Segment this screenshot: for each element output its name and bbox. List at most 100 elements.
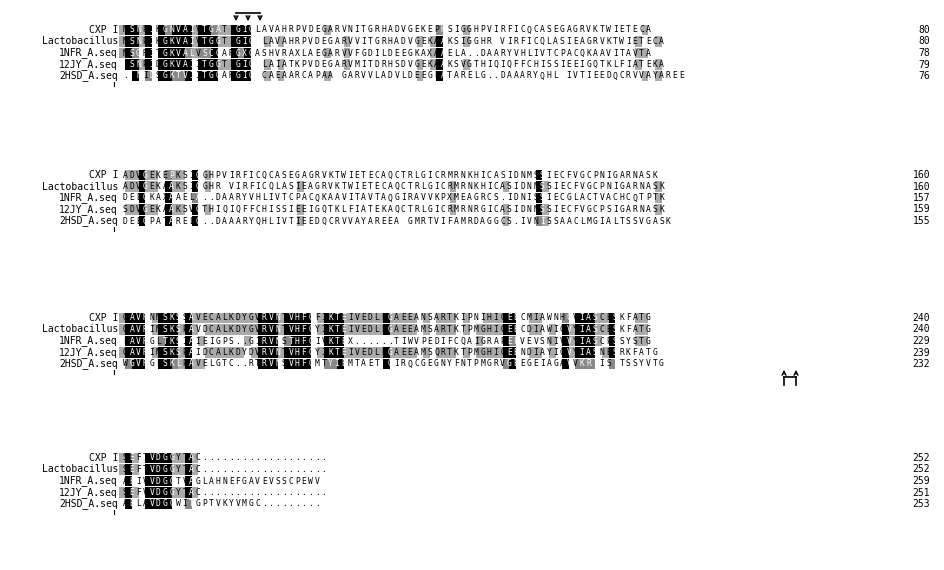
Text: I: I — [195, 60, 200, 69]
Text: R: R — [460, 205, 464, 214]
Text: G: G — [651, 348, 657, 357]
Text: K: K — [447, 60, 451, 69]
Text: C: C — [532, 26, 538, 35]
Text: Y: Y — [176, 488, 180, 497]
Text: W: W — [176, 499, 180, 508]
FancyBboxPatch shape — [410, 324, 416, 335]
Text: E: E — [413, 26, 418, 35]
FancyBboxPatch shape — [496, 324, 502, 335]
Text: P: P — [380, 348, 385, 357]
Text: P: P — [314, 71, 319, 80]
FancyBboxPatch shape — [132, 170, 139, 180]
Text: G: G — [248, 499, 253, 508]
Text: T: T — [374, 360, 379, 368]
Text: T: T — [341, 182, 346, 191]
FancyBboxPatch shape — [496, 347, 502, 358]
FancyBboxPatch shape — [482, 347, 489, 358]
Text: H: H — [209, 170, 213, 180]
Text: V: V — [420, 193, 425, 202]
Text: D: D — [123, 193, 127, 202]
Text: A: A — [228, 217, 233, 226]
Text: R: R — [473, 205, 478, 214]
Text: A: A — [222, 217, 227, 226]
Text: E: E — [427, 360, 431, 368]
Text: V: V — [565, 348, 571, 357]
FancyBboxPatch shape — [178, 324, 185, 335]
Text: I: I — [295, 217, 299, 226]
FancyBboxPatch shape — [463, 25, 469, 35]
Text: G: G — [367, 26, 372, 35]
Text: G: G — [235, 26, 240, 35]
Text: E: E — [202, 360, 207, 368]
Text: G: G — [195, 170, 200, 180]
Text: C: C — [380, 182, 385, 191]
Text: L: L — [275, 182, 279, 191]
Text: 239: 239 — [911, 348, 929, 357]
FancyBboxPatch shape — [449, 204, 456, 215]
Text: S: S — [182, 314, 187, 323]
Text: K: K — [169, 48, 174, 58]
Text: I: I — [228, 170, 233, 180]
Text: Y: Y — [572, 336, 578, 345]
Text: G: G — [328, 37, 332, 46]
FancyBboxPatch shape — [436, 347, 443, 358]
Text: D: D — [202, 325, 207, 334]
Text: .: . — [235, 465, 240, 474]
Text: R: R — [407, 170, 412, 180]
Text: G: G — [618, 182, 624, 191]
Text: A: A — [169, 217, 174, 226]
Text: A: A — [592, 48, 598, 58]
FancyBboxPatch shape — [634, 48, 641, 58]
Text: .: . — [288, 454, 293, 462]
Text: I: I — [625, 37, 631, 46]
Text: A: A — [328, 48, 332, 58]
Text: A: A — [539, 325, 545, 334]
Text: G: G — [572, 26, 578, 35]
FancyBboxPatch shape — [271, 347, 278, 358]
Text: E: E — [400, 348, 405, 357]
Text: V: V — [328, 182, 332, 191]
FancyBboxPatch shape — [231, 36, 238, 47]
FancyBboxPatch shape — [317, 324, 324, 335]
Text: C: C — [288, 193, 293, 202]
Text: L: L — [420, 182, 425, 191]
Text: A: A — [222, 71, 227, 80]
Text: X: X — [447, 193, 451, 202]
Text: Q: Q — [387, 193, 392, 202]
Text: P: P — [466, 348, 471, 357]
FancyBboxPatch shape — [159, 59, 165, 70]
Text: M: M — [447, 170, 451, 180]
FancyBboxPatch shape — [165, 216, 172, 226]
Text: I: I — [579, 314, 584, 323]
Text: .: . — [486, 71, 491, 80]
Text: .: . — [123, 60, 127, 69]
Text: R: R — [380, 37, 385, 46]
Text: T: T — [618, 48, 624, 58]
Text: G: G — [506, 360, 511, 368]
Text: .: . — [380, 336, 385, 345]
Text: .: . — [281, 499, 286, 508]
FancyBboxPatch shape — [476, 324, 482, 335]
Text: I: I — [400, 336, 405, 345]
Text: A: A — [585, 348, 591, 357]
FancyBboxPatch shape — [463, 324, 469, 335]
Text: I: I — [453, 26, 458, 35]
Text: T: T — [638, 60, 644, 69]
Text: C: C — [519, 314, 525, 323]
Text: .: . — [209, 217, 213, 226]
FancyBboxPatch shape — [139, 59, 145, 70]
Text: K: K — [605, 60, 611, 69]
FancyBboxPatch shape — [370, 347, 377, 358]
Text: N: N — [275, 348, 279, 357]
Text: A: A — [638, 348, 644, 357]
Text: K: K — [592, 26, 598, 35]
Text: I: I — [552, 205, 558, 214]
Text: R: R — [499, 26, 504, 35]
Text: A: A — [559, 360, 565, 368]
FancyBboxPatch shape — [192, 313, 198, 323]
FancyBboxPatch shape — [535, 313, 542, 323]
FancyBboxPatch shape — [575, 336, 582, 346]
Text: F: F — [301, 314, 306, 323]
Text: A: A — [387, 26, 392, 35]
FancyBboxPatch shape — [132, 48, 139, 58]
